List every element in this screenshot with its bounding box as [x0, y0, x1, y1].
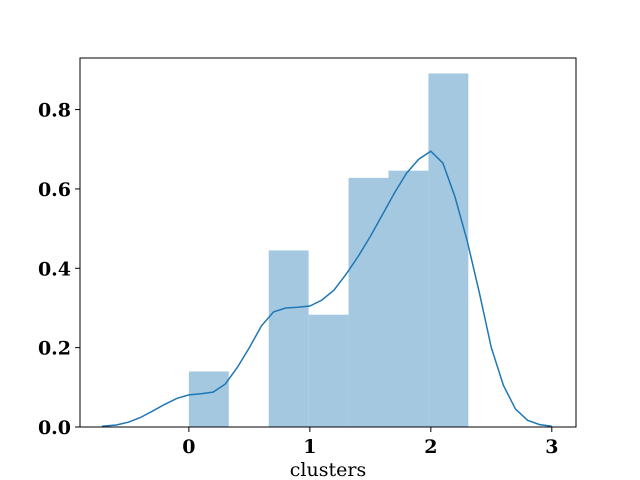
- y-tick-label: 0.0: [38, 417, 71, 439]
- histogram-bar: [308, 314, 349, 427]
- y-axis: 0.0 0.2 0.4 0.6 0.8: [38, 100, 80, 439]
- x-tick-label: 1: [303, 436, 316, 458]
- x-axis: 0 1 2 3: [182, 427, 558, 458]
- y-tick-label: 0.6: [38, 179, 71, 201]
- histogram-bars: [188, 73, 469, 428]
- histogram-bar: [268, 250, 309, 427]
- x-axis-label: clusters: [290, 459, 366, 480]
- x-tick-label: 2: [424, 436, 437, 458]
- y-tick-label: 0.2: [38, 338, 71, 360]
- x-tick-label: 3: [545, 436, 558, 458]
- x-tick-label: 0: [182, 436, 195, 458]
- histogram-bar: [388, 170, 429, 427]
- histogram-bar: [348, 177, 389, 427]
- y-tick-label: 0.4: [38, 258, 71, 280]
- kde-line: [101, 150, 552, 427]
- histogram-bar: [188, 371, 229, 427]
- plot-frame: [79, 57, 577, 428]
- y-tick-label: 0.8: [38, 100, 71, 122]
- histogram-bar: [428, 73, 469, 428]
